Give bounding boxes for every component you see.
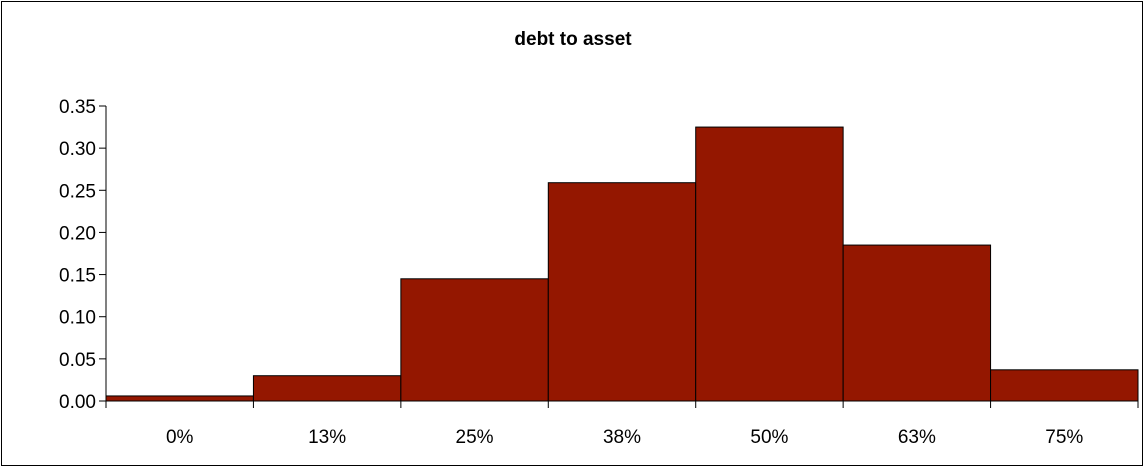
x-tick-label: 63% bbox=[898, 427, 936, 448]
x-tick-label: 50% bbox=[750, 427, 788, 448]
y-tick-label: 0.00 bbox=[59, 392, 96, 413]
x-axis: 0% 13% 25% 38% 50% 63% 75% bbox=[105, 400, 1139, 448]
x-tick-label: 13% bbox=[308, 427, 346, 448]
y-tick-label: 0.05 bbox=[59, 350, 96, 371]
y-tick-label: 0.15 bbox=[59, 266, 96, 287]
y-tick-label: 0.10 bbox=[59, 308, 96, 329]
bar-2 bbox=[400, 278, 549, 402]
y-tick-label: 0.25 bbox=[59, 181, 96, 202]
x-tick-label: 25% bbox=[456, 427, 494, 448]
y-tick-label: 0.20 bbox=[59, 223, 96, 244]
y-tick-label: 0.35 bbox=[59, 97, 96, 118]
x-tick-label: 38% bbox=[603, 427, 641, 448]
y-axis: 0.00 0.05 0.10 0.15 0.20 0.25 0.30 0.35 bbox=[59, 97, 107, 413]
bar-0 bbox=[105, 395, 254, 402]
bar-6 bbox=[990, 369, 1139, 402]
bar-3 bbox=[547, 182, 697, 402]
bar-1 bbox=[252, 375, 402, 402]
bar-4 bbox=[695, 126, 844, 402]
bar-5 bbox=[842, 244, 992, 402]
x-tick-label: 75% bbox=[1045, 427, 1083, 448]
y-tick-label: 0.30 bbox=[59, 139, 96, 160]
x-tick-label: 0% bbox=[166, 427, 194, 448]
chart-title: debt to asset bbox=[514, 29, 632, 50]
bars-group bbox=[105, 126, 1139, 402]
